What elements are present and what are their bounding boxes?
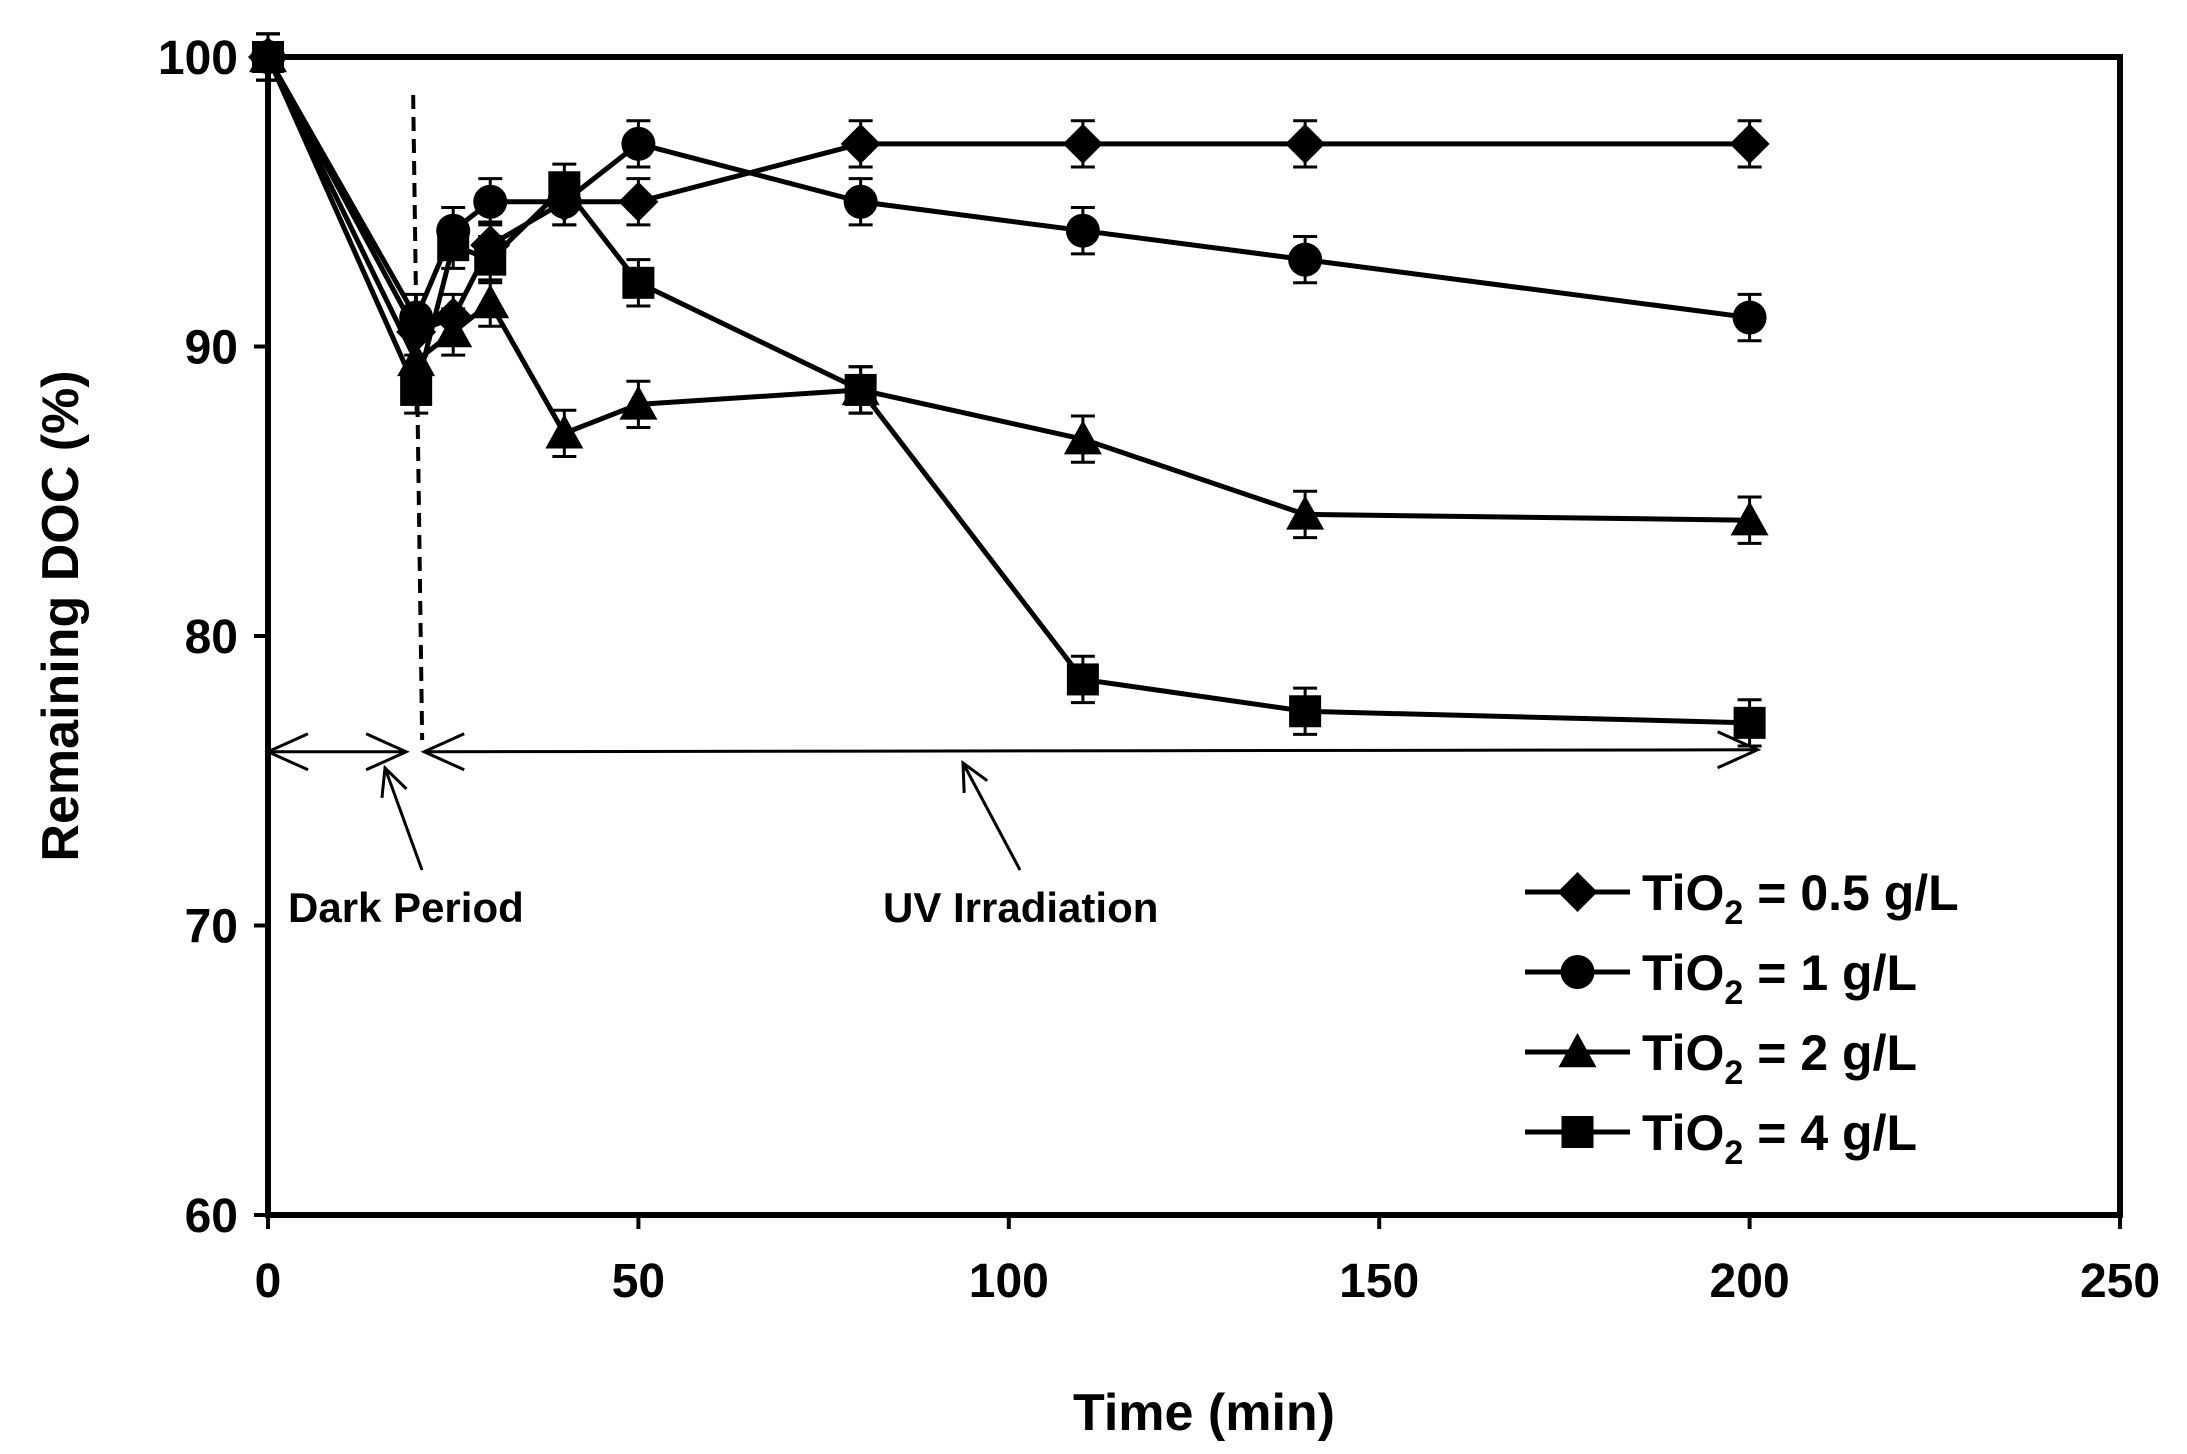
uv-irradiation-arrowhead-left [420, 732, 465, 772]
legend-marker-square [1561, 1116, 1594, 1148]
legend-label-subscript: 2 [1724, 1054, 1743, 1092]
x-tick-label: 0 [255, 1255, 282, 1308]
series-line-circle [265, 55, 1750, 321]
data-point-square [1289, 695, 1322, 728]
data-point-triangle [434, 313, 473, 348]
data-point-square [844, 373, 877, 406]
data-point-diamond [1729, 123, 1770, 164]
data-point-square [548, 171, 581, 204]
data-point-circle [1065, 213, 1100, 248]
legend-label-base: TiO [1642, 945, 1724, 1001]
x-tick-label: 150 [1339, 1255, 1419, 1308]
legend-label: TiO2 = 4 g/L [1642, 1105, 1917, 1172]
legend-entry: TiO2 = 1 g/L [1525, 945, 1917, 1012]
legend-label-rest: = 2 g/L [1743, 1025, 1917, 1081]
legend-label: TiO2 = 2 g/L [1642, 1025, 1917, 1092]
data-point-square [1066, 663, 1099, 696]
uv-irradiation-pointer-head [961, 759, 989, 794]
dark-period-divider-line [411, 94, 425, 741]
legend-label: TiO2 = 1 g/L [1642, 945, 1917, 1012]
y-tick-label: 80 [185, 611, 238, 664]
legend-entry: TiO2 = 2 g/L [1525, 1025, 1917, 1092]
legend-label-subscript: 2 [1724, 894, 1743, 932]
legend-label: TiO2 = 0.5 g/L [1642, 865, 1959, 932]
legend-label-base: TiO [1642, 1105, 1724, 1161]
dark-period-pointer-line [383, 767, 424, 871]
data-point-triangle [1063, 420, 1102, 455]
dark-period-arrowhead-left [264, 732, 309, 772]
data-point-triangle [1286, 495, 1325, 530]
data-point-square [437, 229, 470, 262]
y-tick-label: 70 [185, 901, 238, 954]
legend-marker-triangle [1558, 1033, 1597, 1068]
data-point-square [622, 266, 655, 299]
y-tick-label: 60 [185, 1190, 238, 1243]
data-point-triangle [1730, 501, 1769, 536]
legend-entry: TiO2 = 4 g/L [1525, 1105, 1917, 1172]
data-point-diamond [618, 181, 659, 222]
data-point-square [400, 373, 433, 406]
data-point-diamond [840, 123, 881, 164]
dark-period-arrowhead-right [365, 732, 410, 772]
data-point-circle [399, 300, 434, 335]
x-axis-title: Time (min) [1073, 1384, 1335, 1442]
x-tick-label: 200 [1710, 1255, 1790, 1308]
uv-irradiation-arrow-line [424, 748, 1758, 754]
legend-label-rest: = 0.5 g/L [1743, 865, 1958, 921]
x-tick-label: 250 [2080, 1255, 2160, 1308]
series-square [252, 32, 1766, 748]
legend-marker-circle [1560, 955, 1595, 989]
data-point-square [1733, 706, 1766, 739]
data-point-circle [843, 184, 878, 219]
uv-irradiation-arrowhead-right [1716, 730, 1762, 770]
data-point-square [474, 243, 507, 276]
data-point-square [252, 41, 284, 73]
data-point-diamond [1062, 123, 1103, 164]
legend-entry: TiO2 = 0.5 g/L [1525, 865, 1959, 932]
legend-label-rest: = 1 g/L [1743, 945, 1917, 1001]
legend-marker-diamond [1557, 872, 1598, 912]
data-point-diamond [1285, 123, 1326, 164]
y-tick-label: 90 [185, 322, 238, 375]
data-point-circle [621, 126, 656, 161]
x-tick-label: 50 [612, 1255, 665, 1308]
legend-label-base: TiO [1642, 1025, 1724, 1081]
series-line-square [265, 55, 1750, 726]
legend-label-subscript: 2 [1724, 974, 1743, 1012]
series-circle [251, 32, 1767, 343]
dark-period-pointer-head [380, 764, 408, 798]
uv-irradiation-pointer-line [961, 762, 1022, 871]
uv-irradiation-label: UV Irradiation [883, 884, 1158, 931]
data-point-circle [1288, 242, 1323, 277]
legend-label-rest: = 4 g/L [1743, 1105, 1917, 1161]
legend-label-subscript: 2 [1724, 1134, 1743, 1172]
data-point-triangle [545, 414, 584, 449]
y-axis-title: Remaining DOC (%) [32, 370, 90, 861]
data-point-circle [1732, 300, 1767, 335]
y-tick-label: 100 [158, 32, 238, 85]
data-point-triangle [471, 284, 510, 319]
legend-label-base: TiO [1642, 865, 1724, 921]
dark-period-label: Dark Period [288, 884, 524, 931]
data-point-triangle [619, 385, 658, 420]
data-point-circle [473, 184, 508, 219]
x-tick-label: 100 [969, 1255, 1049, 1308]
